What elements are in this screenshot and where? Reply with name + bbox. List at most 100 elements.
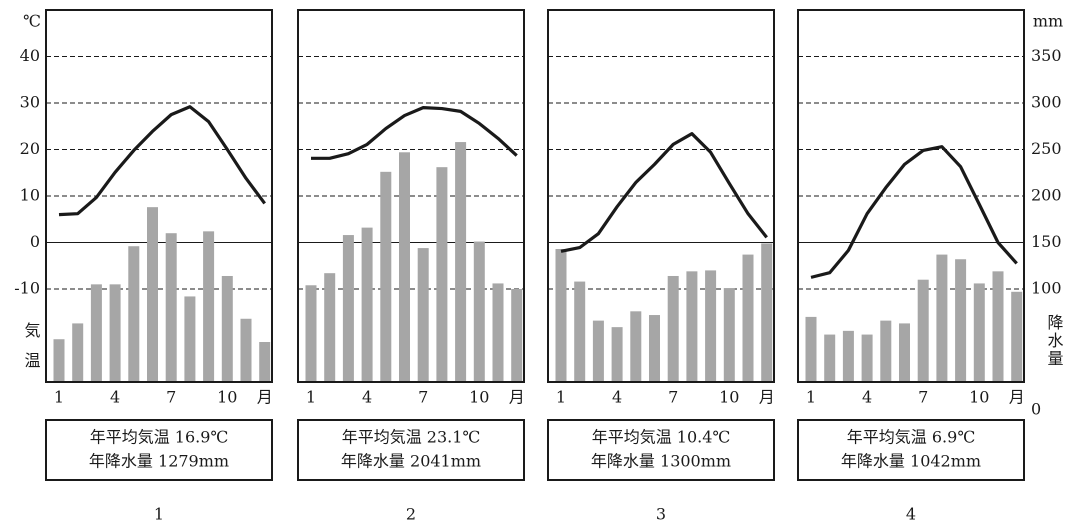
y2-tick-label: 350 <box>1031 46 1062 65</box>
plot-frame <box>297 9 525 383</box>
x-tick-label: 10 <box>969 388 989 407</box>
chart-label: 2 <box>406 505 416 524</box>
annual-temperature: 年平均気温 6.9℃ <box>847 428 975 447</box>
precipitation-bar <box>667 275 679 382</box>
precipitation-bar <box>492 283 504 382</box>
y2-tick-label: 300 <box>1031 93 1062 112</box>
precipitation-bar <box>361 227 373 382</box>
precipitation-bar <box>511 289 523 382</box>
precipitation-bar <box>342 235 354 382</box>
precipitation-bar <box>128 246 140 382</box>
precipitation-bar <box>109 284 121 382</box>
precipitation-bar <box>147 207 158 382</box>
y-tick-label: 0 <box>30 232 40 251</box>
y-tick-label: -10 <box>14 279 40 298</box>
temperature-line <box>58 105 266 217</box>
annual-temperature: 年平均気温 23.1℃ <box>342 428 481 447</box>
y2-tick-label: 200 <box>1031 186 1062 205</box>
chart-label: 3 <box>656 505 666 524</box>
temperature-line <box>810 145 1018 279</box>
precipitation-bar <box>436 167 448 382</box>
precipitation-bar <box>861 334 873 382</box>
precipitation-bar <box>955 259 967 382</box>
precipitation-bar <box>742 254 754 382</box>
x-tick-label: 4 <box>862 388 872 407</box>
y2-tick-label: 150 <box>1031 232 1062 251</box>
x-tick-label: 7 <box>918 388 928 407</box>
summary-box <box>547 419 775 481</box>
plot-frame <box>547 9 775 383</box>
y2-axis-label: 降水量 <box>1045 314 1064 368</box>
y2-tick-label: 250 <box>1031 139 1062 158</box>
precipitation-bar <box>259 342 271 382</box>
x-tick-label: 10 <box>217 388 237 407</box>
y2-tick-label: 100 <box>1031 279 1062 298</box>
y-tick-label: 40 <box>20 46 40 65</box>
y-tick-label: 20 <box>20 139 40 158</box>
precipitation-bar <box>555 249 567 382</box>
precipitation-bar <box>686 271 698 382</box>
x-tick-label: 1 <box>556 388 566 407</box>
precipitation-bar <box>473 241 485 382</box>
annual-precipitation: 年降水量 1279mm <box>89 452 229 471</box>
y2-tick-label: 0 <box>1031 400 1041 419</box>
precipitation-bar <box>649 315 660 382</box>
y-axis-label: 気温 <box>22 322 41 382</box>
precipitation-bar <box>203 231 215 382</box>
x-tick-label: 10 <box>469 388 489 407</box>
precipitation-bar <box>240 318 252 382</box>
precipitation-bar <box>723 288 735 382</box>
summary-box <box>45 419 273 481</box>
precipitation-bar <box>705 270 717 382</box>
x-tick-label: 4 <box>110 388 120 407</box>
x-tick-label: 4 <box>362 388 372 407</box>
precipitation-bar <box>399 152 410 382</box>
y2-unit: mm <box>1033 12 1063 31</box>
x-tick-label: 4 <box>612 388 622 407</box>
precipitation-bar <box>973 283 985 382</box>
annual-precipitation: 年降水量 1300mm <box>591 452 731 471</box>
x-tick-label: 10 <box>719 388 739 407</box>
precipitation-bar <box>611 327 623 382</box>
precipitation-bar <box>1011 291 1023 382</box>
precipitation-bar <box>165 233 177 382</box>
precipitation-bar <box>53 339 65 382</box>
precipitation-bar <box>417 248 429 382</box>
summary-box <box>297 419 525 481</box>
precipitation-bar <box>805 316 817 382</box>
x-tick-label: 7 <box>418 388 428 407</box>
y-tick-label: 10 <box>20 186 40 205</box>
x-tick-label: 7 <box>668 388 678 407</box>
chart-label: 4 <box>906 505 916 524</box>
x-tick-label: 7 <box>166 388 176 407</box>
precipitation-bar <box>221 275 233 382</box>
plot-frame <box>797 9 1025 383</box>
precipitation-bar <box>90 284 102 382</box>
precipitation-bar <box>305 285 317 382</box>
precipitation-bar <box>574 281 586 382</box>
precipitation-bar <box>380 171 392 382</box>
precipitation-bar <box>761 243 773 382</box>
temperature-line <box>560 132 768 253</box>
precipitation-bar <box>630 311 642 382</box>
plot-frame <box>45 9 273 383</box>
x-tick-label: 月 <box>257 388 273 407</box>
annual-precipitation: 年降水量 2041mm <box>341 452 481 471</box>
x-tick-label: 月 <box>1009 388 1025 407</box>
precipitation-bar <box>917 279 929 382</box>
chart-label: 1 <box>154 505 164 524</box>
precipitation-bar <box>842 330 854 382</box>
x-tick-label: 月 <box>509 388 525 407</box>
annual-temperature: 年平均気温 10.4℃ <box>592 428 731 447</box>
precipitation-bar <box>324 273 336 382</box>
precipitation-bar <box>992 271 1004 382</box>
annual-temperature: 年平均気温 16.9℃ <box>90 428 229 447</box>
x-tick-label: 1 <box>806 388 816 407</box>
precipitation-bar <box>899 323 910 382</box>
temperature-line <box>311 106 518 160</box>
annual-precipitation: 年降水量 1042mm <box>841 452 981 471</box>
x-tick-label: 1 <box>306 388 316 407</box>
precipitation-bar <box>824 334 836 382</box>
precipitation-bar <box>455 142 467 382</box>
